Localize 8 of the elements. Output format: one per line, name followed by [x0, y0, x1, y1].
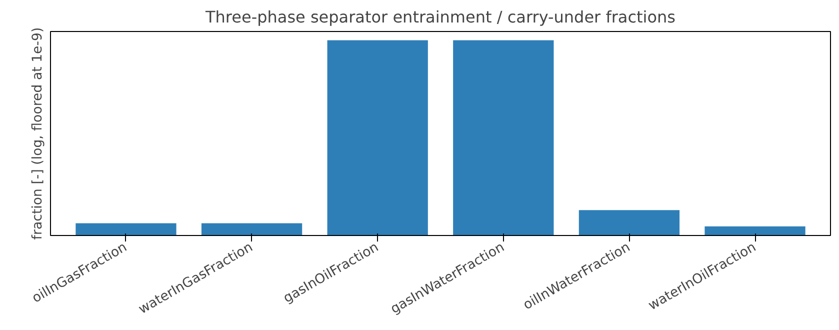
bar: [578, 210, 680, 236]
bar: [453, 40, 554, 236]
bar: [327, 40, 428, 236]
chart-title: Three-phase separator entrainment / carry-under fractions: [204, 8, 676, 26]
bar: [76, 223, 176, 236]
y-axis-title: fraction [-] (log, floored at 1e-9): [30, 27, 46, 240]
bar: [704, 226, 806, 236]
bar: [201, 223, 302, 236]
